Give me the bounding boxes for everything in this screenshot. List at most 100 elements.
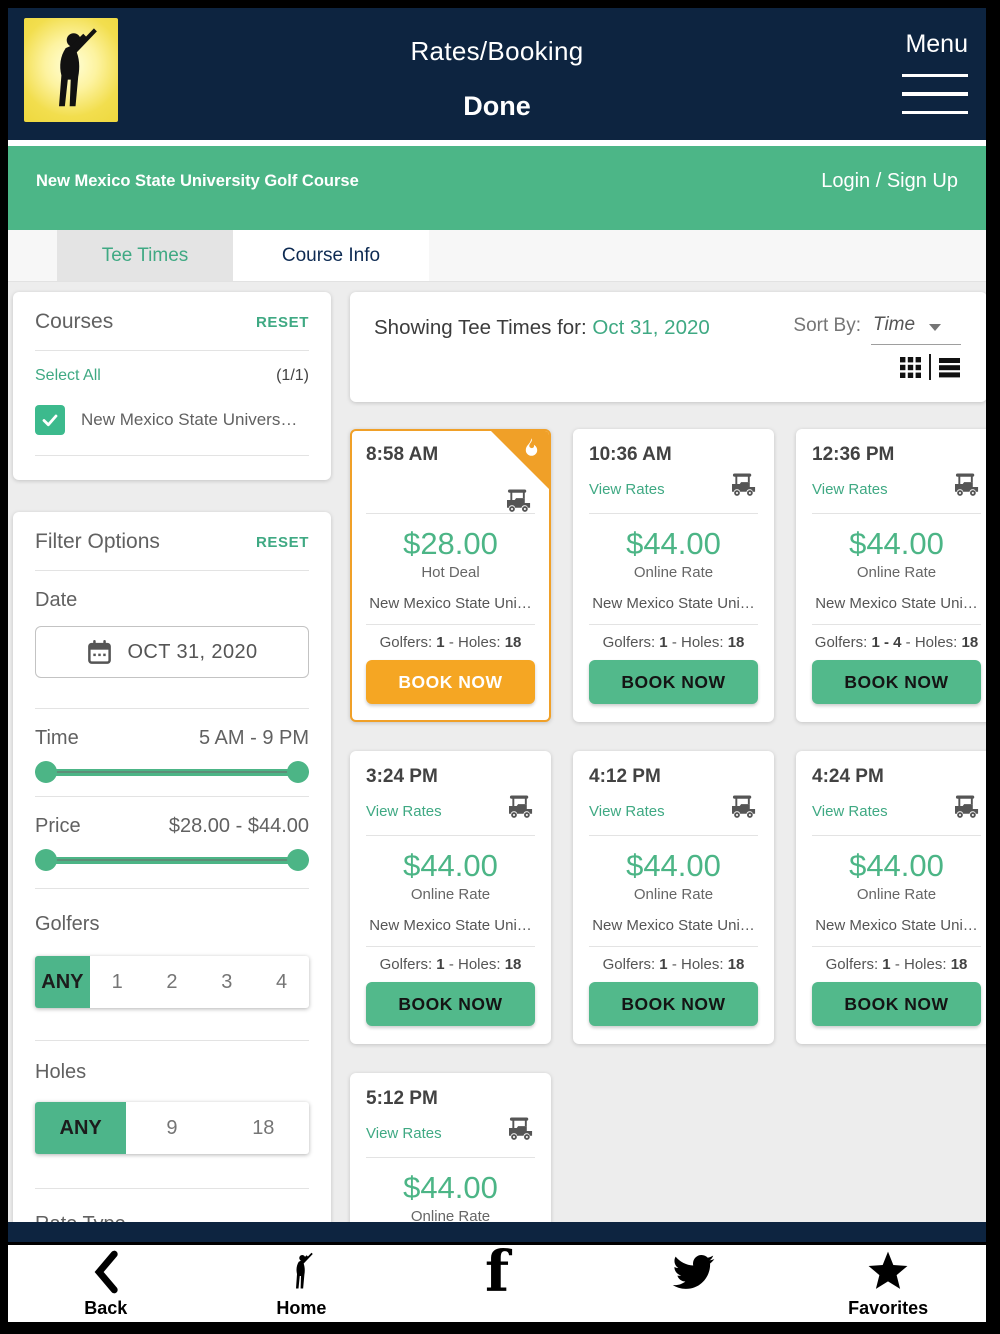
done-button[interactable]: Done xyxy=(463,91,531,121)
date-picker-button[interactable]: OCT 31, 2020 xyxy=(35,626,309,678)
price-label: Price xyxy=(35,815,81,837)
divider xyxy=(812,835,981,836)
courses-reset-button[interactable]: RESET xyxy=(255,313,309,331)
separator: - xyxy=(448,956,454,973)
select-all-link[interactable]: Select All xyxy=(35,367,101,384)
book-now-button[interactable]: BOOK NOW xyxy=(366,660,535,704)
golfers-value: 1 xyxy=(436,956,445,973)
flame-icon xyxy=(973,758,986,776)
holes-segmented-control: ANY 9 18 xyxy=(35,1102,309,1154)
tee-time: 4:12 PM xyxy=(589,766,661,787)
nav-home-button[interactable]: Home xyxy=(204,1245,400,1322)
view-rates-link[interactable]: View Rates xyxy=(589,481,665,498)
results-header-panel: Showing Tee Times for: Oct 31, 2020 Sort… xyxy=(350,292,986,402)
login-signup-link[interactable]: Login / Sign Up xyxy=(821,169,958,192)
divider xyxy=(812,513,981,514)
tee-time-card[interactable]: 3:24 PM View Rates $44.00 Online Rate Ne… xyxy=(350,751,551,1044)
book-now-button[interactable]: BOOK NOW xyxy=(366,982,535,1026)
divider xyxy=(366,513,535,514)
course-checkbox[interactable] xyxy=(35,405,65,435)
sort-by-block: Sort By: Time xyxy=(793,314,961,345)
time-slider-max-handle[interactable] xyxy=(287,761,309,783)
tee-time-card[interactable]: 4:12 PM View Rates $44.00 Online Rate Ne… xyxy=(573,751,774,1044)
tee-time-card[interactable]: 10:36 AM View Rates $44.00 Online Rate N… xyxy=(573,429,774,722)
golfers-line-label: Golfers: xyxy=(379,956,433,973)
tab-course-info[interactable]: Course Info xyxy=(233,230,429,281)
price-slider-max-handle[interactable] xyxy=(287,849,309,871)
golfers-line-label: Golfers: xyxy=(825,956,879,973)
view-rates-link[interactable]: View Rates xyxy=(366,1125,442,1142)
view-rates-link[interactable]: View Rates xyxy=(589,803,665,820)
golfers-line-label: Golfers: xyxy=(602,956,656,973)
holes-option-9[interactable]: 9 xyxy=(166,1116,178,1139)
courses-title: Courses xyxy=(35,310,114,333)
holes-line-label: Holes: xyxy=(457,634,501,651)
golf-cart-icon xyxy=(955,795,979,818)
golf-cart-icon xyxy=(955,473,979,496)
view-rates-link[interactable]: View Rates xyxy=(812,803,888,820)
menu-button[interactable]: Menu xyxy=(902,30,968,115)
hot-deal-corner xyxy=(491,431,549,489)
book-now-button[interactable]: BOOK NOW xyxy=(812,660,981,704)
sort-select[interactable]: Time xyxy=(871,314,961,345)
card-course-name: New Mexico State Uni… xyxy=(369,917,532,934)
view-rates-link[interactable]: View Rates xyxy=(366,803,442,820)
nav-facebook-button[interactable]: f xyxy=(399,1239,595,1322)
golfers-line-label: Golfers: xyxy=(379,634,433,651)
tee-time-card[interactable]: 12:36 PM View Rates $44.00 Online Rate N… xyxy=(796,429,986,722)
price-range-slider[interactable] xyxy=(35,848,309,872)
golfers-option-any[interactable]: ANY xyxy=(35,956,90,1008)
bottom-strip xyxy=(8,1222,986,1242)
tee-time: 5:12 PM xyxy=(366,1088,438,1109)
time-range-slider[interactable] xyxy=(35,760,309,784)
nav-favorites-button[interactable]: Favorites xyxy=(790,1245,986,1322)
golf-cart-icon xyxy=(509,1117,533,1140)
tab-tee-times[interactable]: Tee Times xyxy=(57,230,233,281)
filters-reset-button[interactable]: RESET xyxy=(255,533,309,551)
top-header: Rates/Booking Done Menu xyxy=(8,8,986,140)
book-now-button[interactable]: BOOK NOW xyxy=(589,982,758,1026)
nav-home-label: Home xyxy=(276,1298,327,1318)
book-now-button[interactable]: BOOK NOW xyxy=(812,982,981,1026)
tee-time: 8:58 AM xyxy=(366,444,439,465)
view-rates-link[interactable]: View Rates xyxy=(812,481,888,498)
time-label: Time xyxy=(35,727,79,749)
calendar-icon xyxy=(88,639,112,664)
golfers-holes-line: Golfers: 1 - Holes: 18 xyxy=(812,956,981,973)
divider xyxy=(366,946,535,947)
book-now-button[interactable]: BOOK NOW xyxy=(589,660,758,704)
card-course-name: New Mexico State Uni… xyxy=(592,595,755,612)
card-course-name: New Mexico State Uni… xyxy=(815,595,978,612)
view-toggle-separator xyxy=(929,354,931,380)
nav-twitter-button[interactable] xyxy=(595,1245,791,1322)
header-separator xyxy=(8,140,986,146)
list-view-icon[interactable] xyxy=(938,356,961,379)
holes-value: 18 xyxy=(727,956,745,973)
tee-time-card[interactable]: 8:58 AM $28.00 Hot Deal New Mexico State… xyxy=(350,429,551,722)
golfers-option-2[interactable]: 2 xyxy=(166,970,178,993)
tee-time: 12:36 PM xyxy=(812,444,895,465)
holes-option-any[interactable]: ANY xyxy=(35,1102,127,1154)
price: $28.00 xyxy=(403,526,498,561)
holes-line-label: Holes: xyxy=(457,956,501,973)
golfers-option-4[interactable]: 4 xyxy=(276,970,288,993)
divider xyxy=(589,946,758,947)
course-list-item[interactable]: New Mexico State Univers… xyxy=(35,405,309,435)
page-title: Rates/Booking xyxy=(410,36,584,66)
tee-time-card[interactable]: 4:24 PM View Rates $44.00 Online Rate Ne… xyxy=(796,751,986,1044)
tee-time-card[interactable]: 5:12 PM View Rates $44.00 Online Rate Go… xyxy=(350,1073,551,1222)
grid-view-icon[interactable] xyxy=(899,356,922,379)
holes-value: 18 xyxy=(727,634,745,651)
holes-option-18[interactable]: 18 xyxy=(252,1116,275,1139)
time-slider-min-handle[interactable] xyxy=(35,761,57,783)
golfers-line-label: Golfers: xyxy=(602,634,656,651)
price: $44.00 xyxy=(626,848,721,883)
golfers-option-1[interactable]: 1 xyxy=(111,970,123,993)
divider xyxy=(366,624,535,625)
golf-cart-icon xyxy=(509,795,533,818)
price-slider-min-handle[interactable] xyxy=(35,849,57,871)
nav-back-button[interactable]: Back xyxy=(8,1245,204,1322)
golfers-option-3[interactable]: 3 xyxy=(221,970,233,993)
facebook-icon: f xyxy=(484,1239,510,1305)
hamburger-icon xyxy=(902,74,968,78)
